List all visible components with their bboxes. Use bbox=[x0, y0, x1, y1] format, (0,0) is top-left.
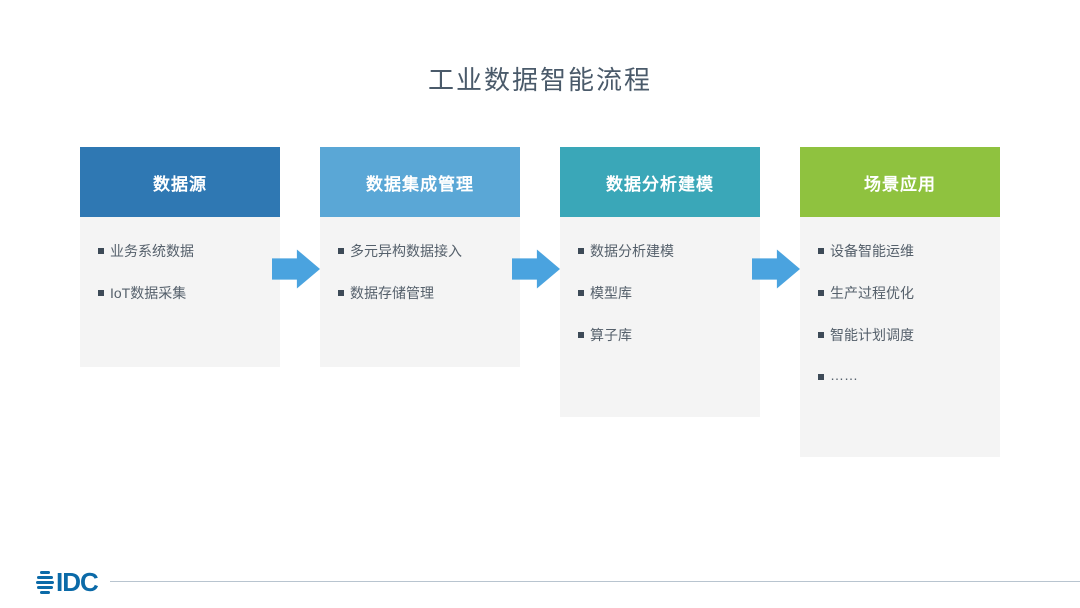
bullet-icon bbox=[338, 248, 344, 254]
stage-item: 多元异构数据接入 bbox=[338, 241, 502, 261]
item-text: IoT数据采集 bbox=[110, 283, 186, 303]
bullet-icon bbox=[818, 332, 824, 338]
stage-item: …… bbox=[818, 367, 982, 383]
stage-item: 模型库 bbox=[578, 283, 742, 303]
stage-header-3: 场景应用 bbox=[800, 147, 1000, 217]
stage-wrap-1: 数据集成管理 多元异构数据接入 数据存储管理 bbox=[320, 147, 552, 367]
stage-wrap-0: 数据源 业务系统数据 IoT数据采集 bbox=[80, 147, 312, 367]
stage-header-0: 数据源 bbox=[80, 147, 280, 217]
stage-wrap-2: 数据分析建模 数据分析建模 模型库 算子库 bbox=[560, 147, 792, 417]
stage-body-0: 业务系统数据 IoT数据采集 bbox=[80, 217, 280, 367]
arrow-icon bbox=[752, 247, 800, 291]
bullet-icon bbox=[578, 332, 584, 338]
footer: IDC bbox=[0, 558, 1080, 608]
stage-item: 智能计划调度 bbox=[818, 325, 982, 345]
slide-title: 工业数据智能流程 bbox=[50, 60, 1030, 97]
item-text: 模型库 bbox=[590, 283, 632, 303]
item-text: 智能计划调度 bbox=[830, 325, 914, 345]
item-text: 数据分析建模 bbox=[590, 241, 674, 261]
stage-body-2: 数据分析建模 模型库 算子库 bbox=[560, 217, 760, 417]
flow-row: 数据源 业务系统数据 IoT数据采集 数据集成管理 多元异构数据接入 数据存储管… bbox=[50, 147, 1030, 457]
item-text: 算子库 bbox=[590, 325, 632, 345]
bullet-icon bbox=[338, 290, 344, 296]
stage-item: IoT数据采集 bbox=[98, 283, 262, 303]
bullet-icon bbox=[818, 374, 824, 380]
slide: 工业数据智能流程 数据源 业务系统数据 IoT数据采集 数据集成管理 多元异构数… bbox=[0, 0, 1080, 608]
stage-item: 生产过程优化 bbox=[818, 283, 982, 303]
stage-item: 业务系统数据 bbox=[98, 241, 262, 261]
bullet-icon bbox=[578, 290, 584, 296]
stage-item: 数据分析建模 bbox=[578, 241, 742, 261]
arrow-2 bbox=[752, 247, 800, 291]
item-text: 多元异构数据接入 bbox=[350, 241, 462, 261]
stage-1: 数据集成管理 多元异构数据接入 数据存储管理 bbox=[320, 147, 520, 367]
item-text: …… bbox=[830, 367, 858, 383]
arrow-0 bbox=[272, 247, 320, 291]
globe-icon bbox=[36, 571, 54, 594]
stage-item: 设备智能运维 bbox=[818, 241, 982, 261]
stage-3: 场景应用 设备智能运维 生产过程优化 智能计划调度 …… bbox=[800, 147, 1000, 457]
item-text: 业务系统数据 bbox=[110, 241, 194, 261]
item-text: 设备智能运维 bbox=[830, 241, 914, 261]
arrow-icon bbox=[272, 247, 320, 291]
stage-body-1: 多元异构数据接入 数据存储管理 bbox=[320, 217, 520, 367]
bullet-icon bbox=[818, 290, 824, 296]
stage-body-3: 设备智能运维 生产过程优化 智能计划调度 …… bbox=[800, 217, 1000, 457]
stage-header-2: 数据分析建模 bbox=[560, 147, 760, 217]
idc-logo: IDC bbox=[36, 567, 98, 598]
footer-divider bbox=[110, 581, 1080, 582]
item-text: 生产过程优化 bbox=[830, 283, 914, 303]
arrow-1 bbox=[512, 247, 560, 291]
stage-header-1: 数据集成管理 bbox=[320, 147, 520, 217]
stage-0: 数据源 业务系统数据 IoT数据采集 bbox=[80, 147, 280, 367]
stage-item: 数据存储管理 bbox=[338, 283, 502, 303]
arrow-icon bbox=[512, 247, 560, 291]
item-text: 数据存储管理 bbox=[350, 283, 434, 303]
bullet-icon bbox=[98, 248, 104, 254]
bullet-icon bbox=[818, 248, 824, 254]
bullet-icon bbox=[98, 290, 104, 296]
bullet-icon bbox=[578, 248, 584, 254]
logo-text: IDC bbox=[56, 567, 98, 598]
stage-item: 算子库 bbox=[578, 325, 742, 345]
stage-2: 数据分析建模 数据分析建模 模型库 算子库 bbox=[560, 147, 760, 417]
stage-wrap-3: 场景应用 设备智能运维 生产过程优化 智能计划调度 …… bbox=[800, 147, 1000, 457]
